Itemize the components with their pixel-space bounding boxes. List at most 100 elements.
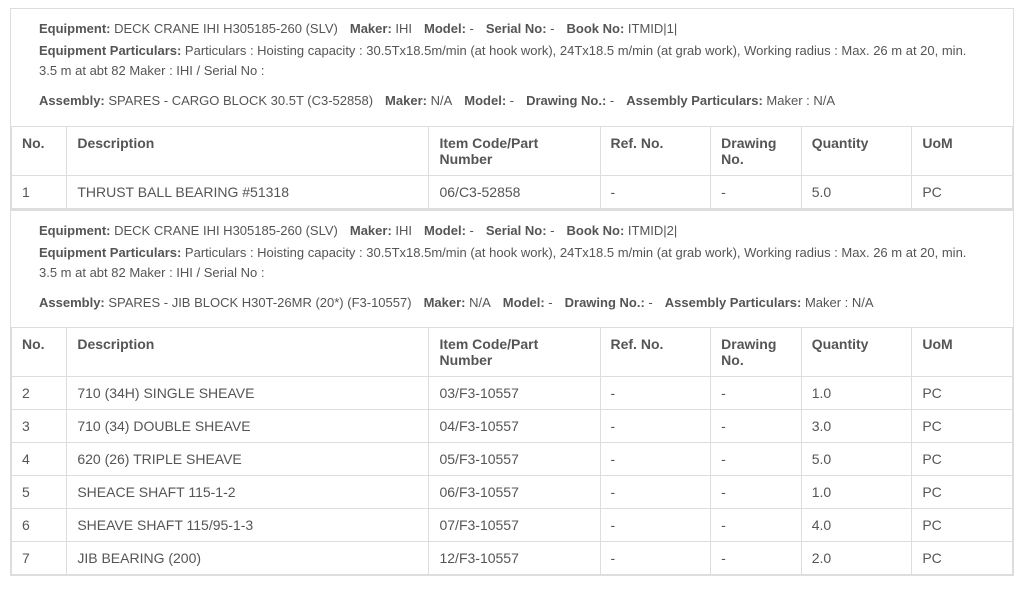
table-row: 2710 (34H) SINGLE SHEAVE03/F3-10557--1.0… [12,377,1013,410]
asm-maker-value: N/A [465,295,490,310]
col-description: Description [67,126,429,175]
cell-description: SHEAVE SHAFT 115/95-1-3 [67,509,429,542]
asm-drawing-label: Drawing No.: [565,295,645,310]
cell-uom: PC [912,410,1013,443]
maker-value: IHI [392,21,412,36]
cell-no: 5 [12,476,67,509]
cell-ref: - [600,443,711,476]
model-label: Model: [424,223,466,238]
col-drawing: Drawing No. [711,328,802,377]
info-pair: Model: - [424,223,474,238]
col-uom: UoM [912,126,1013,175]
cell-quantity: 2.0 [801,542,912,575]
col-drawing: Drawing No. [711,126,802,175]
info-pair: Drawing No.: - [565,295,653,310]
cell-no: 7 [12,542,67,575]
info-pair: Maker: IHI [350,223,412,238]
info-pair: Maker: N/A [385,93,452,108]
cell-drawing: - [711,377,802,410]
equip-particulars-label: Equipment Particulars: [39,245,181,260]
model-value: - [466,223,474,238]
info-pair: Serial No: - [486,21,555,36]
asm-model-value: - [506,93,514,108]
info-pair: Maker: IHI [350,21,412,36]
table-row: 6SHEAVE SHAFT 115/95-1-307/F3-10557--4.0… [12,509,1013,542]
col-item-code: Item Code/Part Number [429,328,600,377]
cell-uom: PC [912,509,1013,542]
equipment-line: Equipment: DECK CRANE IHI H305185-260 (S… [39,221,985,241]
info-pair: Drawing No.: - [526,93,614,108]
asm-maker-label: Maker: [385,93,427,108]
cell-ref: - [600,476,711,509]
info-block: Equipment: DECK CRANE IHI H305185-260 (S… [11,9,1013,126]
cell-description: THRUST BALL BEARING #51318 [67,175,429,208]
equipment-value: DECK CRANE IHI H305185-260 (SLV) [111,223,338,238]
cell-quantity: 1.0 [801,377,912,410]
cell-drawing: - [711,410,802,443]
cell-item-code: 07/F3-10557 [429,509,600,542]
col-ref: Ref. No. [600,126,711,175]
serial-label: Serial No: [486,223,547,238]
info-block: Equipment: DECK CRANE IHI H305185-260 (S… [11,211,1013,328]
info-pair: Equipment: DECK CRANE IHI H305185-260 (S… [39,21,338,36]
equip-particulars-label: Equipment Particulars: [39,43,181,58]
cell-description: SHEACE SHAFT 115-1-2 [67,476,429,509]
parts-table: No.DescriptionItem Code/Part NumberRef. … [11,126,1013,209]
asm-drawing-value: - [645,295,653,310]
cell-item-code: 06/C3-52858 [429,175,600,208]
equipment-value: DECK CRANE IHI H305185-260 (SLV) [111,21,338,36]
book-value: ITMID|2| [624,223,677,238]
info-pair: Model: - [503,295,553,310]
asm-particulars-label: Assembly Particulars: [665,295,802,310]
asm-model-value: - [545,295,553,310]
cell-description: 710 (34) DOUBLE SHEAVE [67,410,429,443]
maker-label: Maker: [350,21,392,36]
info-pair: Model: - [464,93,514,108]
cell-no: 2 [12,377,67,410]
equipment-label: Equipment: [39,223,111,238]
assembly-value: SPARES - CARGO BLOCK 30.5T (C3-52858) [105,93,373,108]
cell-description: 620 (26) TRIPLE SHEAVE [67,443,429,476]
col-no: No. [12,328,67,377]
cell-uom: PC [912,377,1013,410]
cell-description: 710 (34H) SINGLE SHEAVE [67,377,429,410]
cell-quantity: 1.0 [801,476,912,509]
cell-ref: - [600,509,711,542]
cell-no: 1 [12,175,67,208]
cell-no: 3 [12,410,67,443]
asm-drawing-label: Drawing No.: [526,93,606,108]
info-pair: Assembly Particulars: Maker : N/A [665,295,874,310]
cell-no: 4 [12,443,67,476]
equipment-section: Equipment: DECK CRANE IHI H305185-260 (S… [10,210,1014,577]
equipment-particulars-line: Equipment Particulars: Particulars : Hoi… [39,243,985,283]
col-quantity: Quantity [801,328,912,377]
cell-quantity: 3.0 [801,410,912,443]
cell-uom: PC [912,476,1013,509]
cell-uom: PC [912,542,1013,575]
cell-ref: - [600,377,711,410]
table-header-row: No.DescriptionItem Code/Part NumberRef. … [12,328,1013,377]
book-value: ITMID|1| [624,21,677,36]
cell-ref: - [600,175,711,208]
equipment-line: Equipment: DECK CRANE IHI H305185-260 (S… [39,19,985,39]
cell-item-code: 05/F3-10557 [429,443,600,476]
model-value: - [466,21,474,36]
asm-particulars-value: Maker : N/A [801,295,873,310]
serial-value: - [547,21,555,36]
cell-quantity: 5.0 [801,443,912,476]
assembly-label: Assembly: [39,295,105,310]
cell-drawing: - [711,175,802,208]
info-pair: Equipment: DECK CRANE IHI H305185-260 (S… [39,223,338,238]
equipment-label: Equipment: [39,21,111,36]
cell-quantity: 5.0 [801,175,912,208]
equipment-particulars-line: Equipment Particulars: Particulars : Hoi… [39,41,985,81]
maker-label: Maker: [350,223,392,238]
info-pair: Maker: N/A [424,295,491,310]
info-pair: Book No: ITMID|2| [567,223,678,238]
cell-ref: - [600,410,711,443]
model-label: Model: [424,21,466,36]
cell-description: JIB BEARING (200) [67,542,429,575]
serial-value: - [547,223,555,238]
cell-drawing: - [711,509,802,542]
parts-table: No.DescriptionItem Code/Part NumberRef. … [11,327,1013,575]
